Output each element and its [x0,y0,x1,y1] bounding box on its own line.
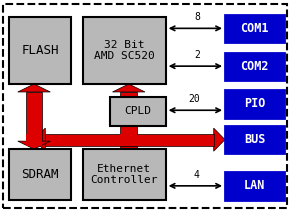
FancyBboxPatch shape [225,126,284,153]
Polygon shape [34,128,45,151]
Text: LAN: LAN [244,179,265,192]
Text: Ethernet
Controller: Ethernet Controller [91,164,158,185]
Polygon shape [112,192,145,200]
Text: 20: 20 [188,94,200,104]
Text: SDRAM: SDRAM [21,168,59,181]
Polygon shape [214,128,225,151]
Text: 2: 2 [194,50,200,60]
FancyBboxPatch shape [110,97,166,126]
FancyBboxPatch shape [225,90,284,118]
FancyBboxPatch shape [225,172,284,200]
Text: BUS: BUS [244,133,265,146]
Text: 8: 8 [194,12,200,22]
Polygon shape [26,92,42,141]
FancyBboxPatch shape [225,15,284,42]
FancyBboxPatch shape [9,17,71,84]
Text: FLASH: FLASH [21,44,59,57]
Polygon shape [120,134,137,146]
Text: 32 Bit
AMD SC520: 32 Bit AMD SC520 [94,40,155,61]
Text: PIO: PIO [244,97,265,110]
Text: CPLD: CPLD [124,106,151,116]
FancyBboxPatch shape [83,149,166,200]
Polygon shape [120,92,137,134]
FancyBboxPatch shape [3,4,287,208]
Text: 4: 4 [194,169,200,180]
FancyBboxPatch shape [83,17,166,84]
Polygon shape [120,146,137,192]
Polygon shape [112,84,145,92]
Polygon shape [18,141,50,149]
FancyBboxPatch shape [9,149,71,200]
Polygon shape [45,134,214,146]
Text: COM1: COM1 [240,22,269,35]
FancyBboxPatch shape [225,52,284,80]
Polygon shape [18,84,50,92]
Polygon shape [26,134,42,146]
Text: COM2: COM2 [240,60,269,73]
